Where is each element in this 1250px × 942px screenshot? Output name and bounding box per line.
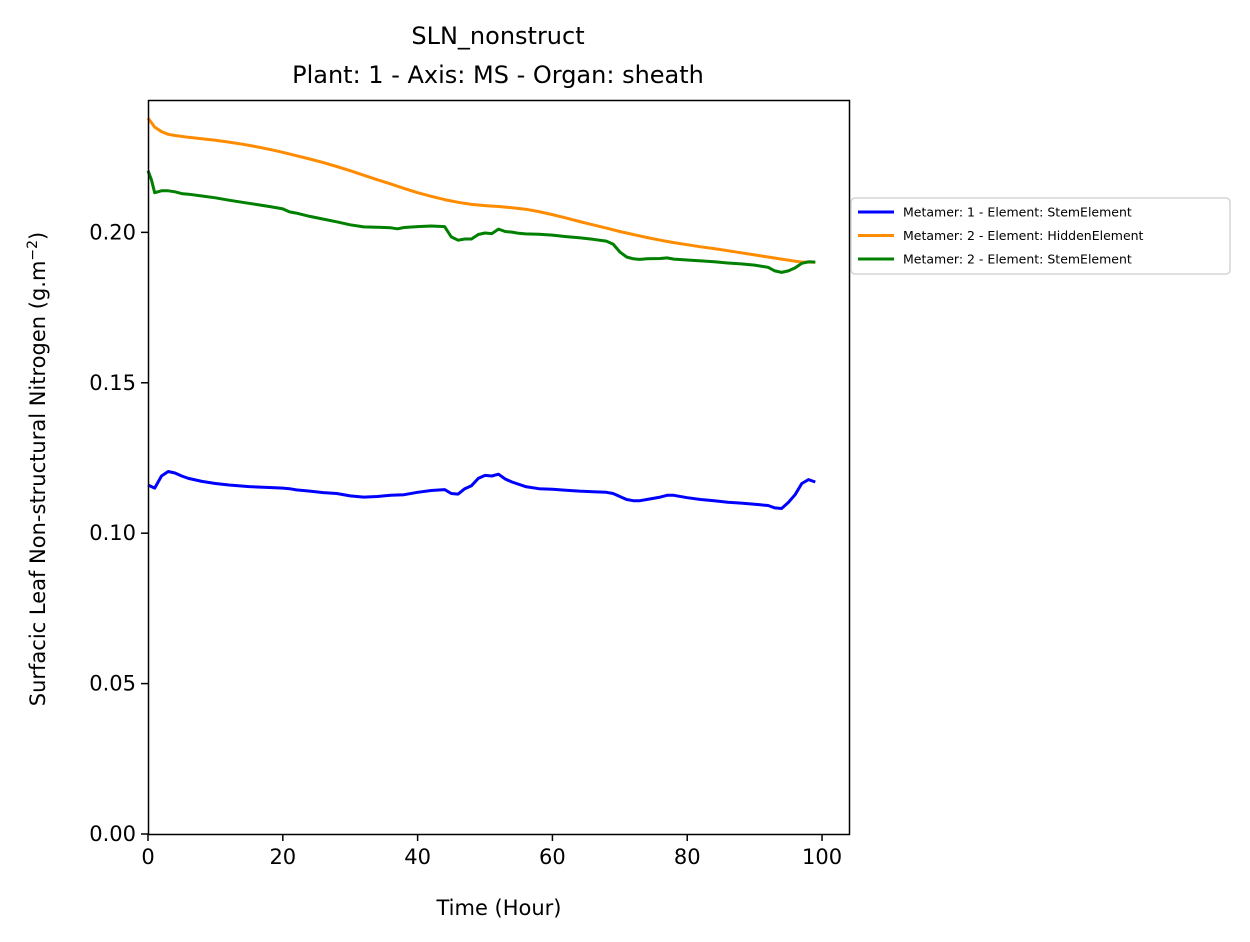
x-tick-label: 40: [404, 845, 431, 869]
x-axis: 0 20 40 60 80 100: [141, 834, 842, 869]
y-tick-label: 0.20: [89, 220, 136, 244]
x-tick-label: 100: [802, 845, 842, 869]
x-tick-label: 80: [674, 845, 701, 869]
series-line-1: [147, 470, 816, 510]
y-axis-title: Surfacic Leaf Non-structural Nitrogen (g…: [25, 232, 50, 707]
x-tick-label: 0: [141, 845, 154, 869]
y-tick-label: 0.10: [89, 521, 136, 545]
chart-subtitle: Plant: 1 - Axis: MS - Organ: sheath: [292, 61, 704, 89]
y-tick-label: 0.15: [89, 371, 136, 395]
plot-frame: [147, 99, 851, 836]
legend-frame: [850, 197, 1231, 275]
chart-title: SLN_nonstruct: [411, 22, 584, 50]
x-tick-label: 20: [269, 845, 296, 869]
legend-label-2: Metamer: 2 - Element: HiddenElement: [903, 228, 1144, 243]
x-axis-title: Time (Hour): [435, 896, 561, 920]
y-axis-title-close: ): [26, 232, 50, 240]
x-tick-label: 60: [539, 845, 566, 869]
legend: Metamer: 1 - Element: StemElement Metamer…: [850, 197, 1231, 275]
y-tick-label: 0.00: [89, 822, 136, 846]
legend-label-1: Metamer: 1 - Element: StemElement: [903, 205, 1132, 220]
legend-label-3: Metamer: 2 - Element: StemElement: [903, 252, 1132, 267]
series-group: [146, 117, 816, 510]
series-line-2: [146, 117, 816, 264]
y-tick-label: 0.05: [89, 672, 136, 696]
y-axis-title-exponent: −2: [25, 240, 41, 261]
y-axis-title-main: Surfacic Leaf Non-structural Nitrogen (g…: [26, 261, 50, 707]
y-axis: 0.00 0.05 0.10 0.15 0.20: [89, 220, 148, 846]
series-line-3: [146, 170, 816, 274]
